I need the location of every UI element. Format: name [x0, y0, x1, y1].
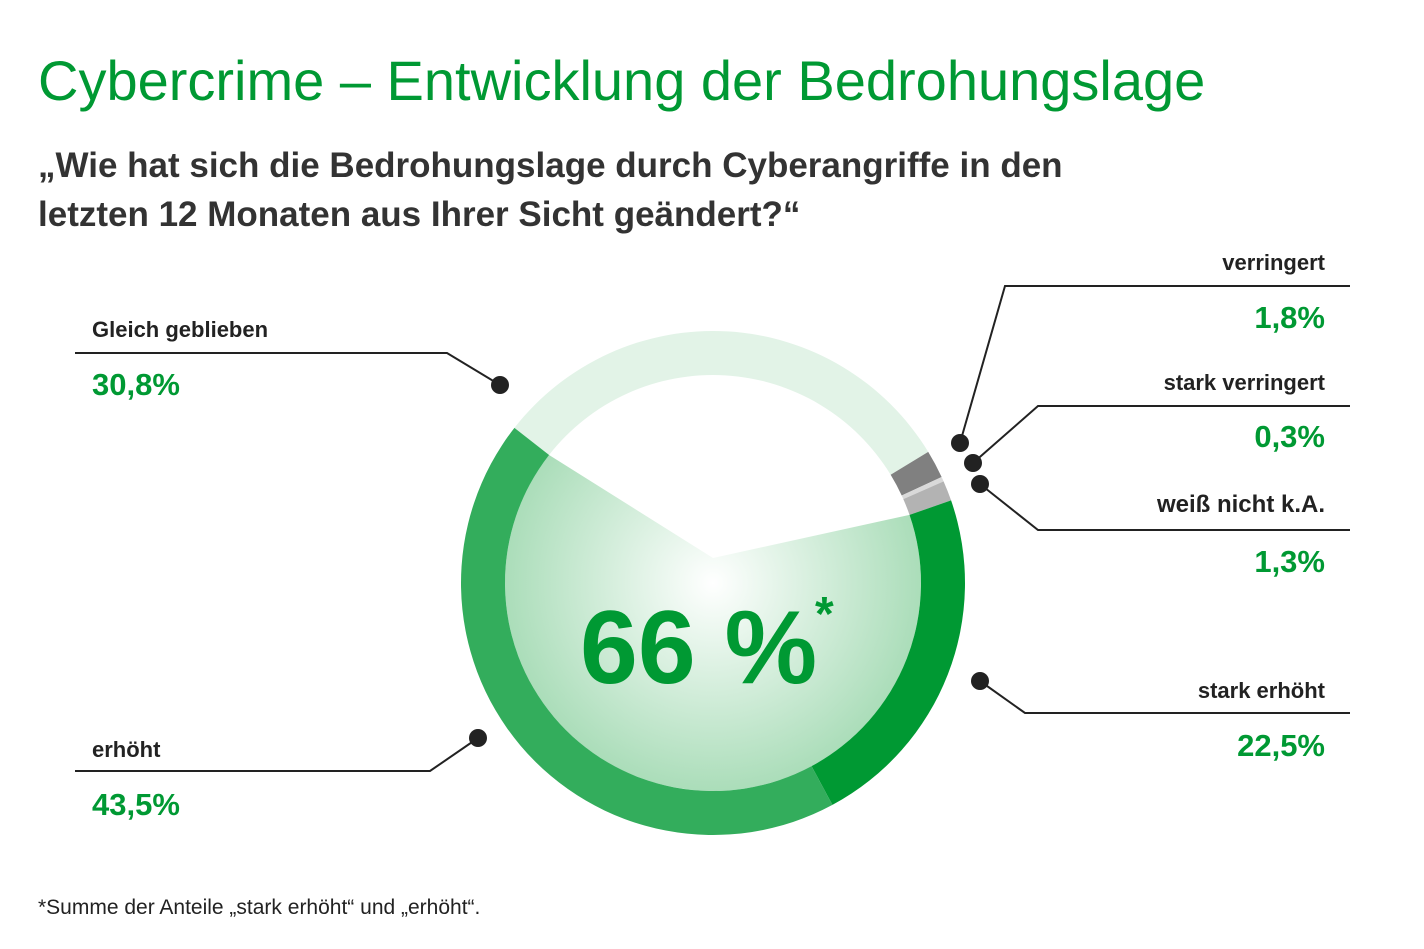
leader-dot: [951, 434, 969, 452]
leader-dot: [491, 376, 509, 394]
highlight-wedge: [505, 454, 921, 791]
slice-label: weiß nicht k.A.: [1156, 491, 1325, 518]
center-asterisk: *: [815, 588, 834, 641]
leader-dot: [469, 729, 487, 747]
leader-dot: [964, 454, 982, 472]
slice-value: 1,8%: [1254, 300, 1325, 335]
leader-line: [979, 680, 1350, 714]
leader-line: [75, 737, 479, 772]
chart-subtitle-line2: letzten 12 Monaten aus Ihrer Sicht geänd…: [38, 195, 800, 234]
donut-slice: [903, 481, 952, 515]
slice-value: 22,5%: [1237, 728, 1325, 763]
slice-label: erhöht: [92, 737, 161, 762]
center-value: 66 %: [580, 590, 817, 706]
slice-label-stark-verringert: stark verringert 0,3%: [964, 370, 1350, 472]
chart-subtitle-line1: „Wie hat sich die Bedrohungslage durch C…: [38, 146, 1063, 185]
slice-value: 30,8%: [92, 367, 180, 402]
donut-slice: [514, 331, 929, 475]
slice-label-weiss-nicht: weiß nicht k.A. 1,3%: [971, 475, 1350, 579]
donut-slice: [811, 500, 966, 805]
slice-label: stark erhöht: [1198, 678, 1326, 703]
leader-line: [959, 285, 1350, 444]
slice-label-verringert: verringert 1,8%: [951, 250, 1350, 452]
leader-line: [75, 352, 501, 386]
slice-value: 43,5%: [92, 787, 180, 822]
leader-dot: [971, 475, 989, 493]
leader-dot: [971, 672, 989, 690]
slice-label-erhoeht: erhöht 43,5%: [75, 729, 487, 822]
slice-label: Gleich geblieben: [92, 317, 268, 342]
slice-label: stark verringert: [1164, 370, 1326, 395]
leader-line: [979, 483, 1350, 531]
slice-label-stark-erhoeht: stark erhöht 22,5%: [971, 672, 1350, 763]
slice-value: 1,3%: [1254, 544, 1325, 579]
donut-ring: [460, 331, 966, 835]
slice-label-gleich: Gleich geblieben 30,8%: [75, 317, 509, 402]
slice-value: 0,3%: [1254, 419, 1325, 454]
chart-title: Cybercrime – Entwicklung der Bedrohungsl…: [38, 49, 1205, 112]
leader-line: [972, 405, 1350, 464]
donut-slice: [890, 451, 942, 496]
footnote: *Summe der Anteile „stark erhöht“ und „e…: [38, 896, 480, 919]
donut-slice: [460, 427, 833, 835]
donut-slice: [901, 477, 944, 500]
slice-label: verringert: [1222, 250, 1325, 275]
